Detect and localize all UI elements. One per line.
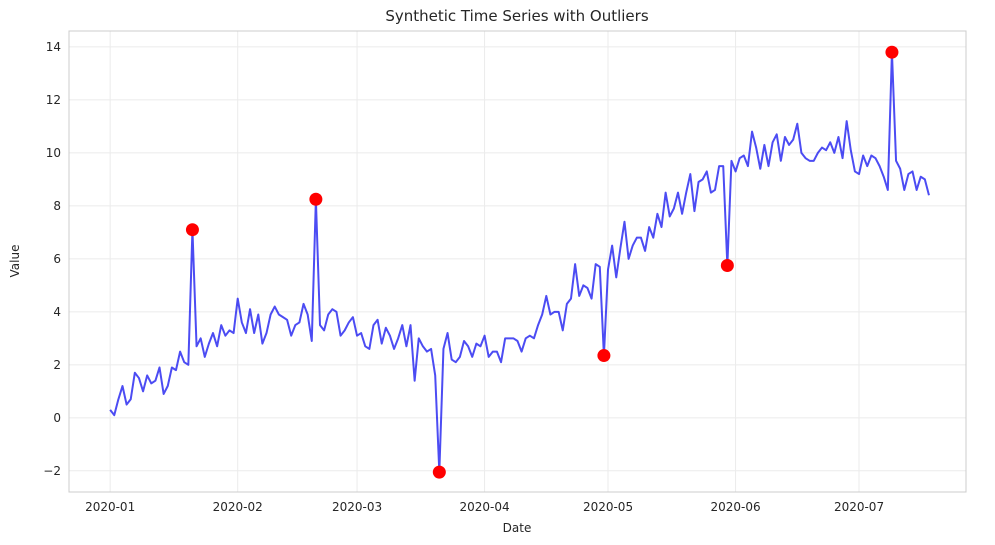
chart-title: Synthetic Time Series with Outliers [385,7,648,25]
series-line [109,51,930,474]
y-tick-label: −2 [43,464,61,478]
y-tick-label: 8 [53,199,61,213]
plot-frame [68,30,967,493]
x-tick-label: 2020-07 [834,500,884,514]
x-tick-label: 2020-02 [213,500,263,514]
outlier-point [432,465,446,479]
y-tick-label: 0 [53,411,61,425]
plot-area [69,31,966,492]
outlier-point [185,223,199,237]
y-tick-label: 2 [53,358,61,372]
x-tick-label: 2020-06 [711,500,761,514]
x-tick-label: 2020-04 [460,500,510,514]
series-layer [109,51,930,474]
y-axis-label: Value [8,245,22,278]
y-tick-label: 4 [53,305,61,319]
tick-layer: −2 0 2 4 6 8 10 12 14 2020-01 2020-02 2020-03 2020-0… [43,40,884,514]
x-tick-label: 2020-05 [583,500,633,514]
y-tick-label: 12 [46,93,61,107]
outlier-point [885,45,899,59]
outlier-point [309,192,323,206]
outlier-layer [185,45,899,479]
outlier-point [597,349,611,363]
x-axis-label: Date [503,521,532,535]
x-tick-label: 2020-03 [332,500,382,514]
y-tick-label: 6 [53,252,61,266]
y-tick-label: 14 [46,40,61,54]
grid-layer [69,31,966,492]
y-tick-label: 10 [46,146,61,160]
x-tick-label: 2020-01 [85,500,135,514]
outlier-point [720,258,734,272]
